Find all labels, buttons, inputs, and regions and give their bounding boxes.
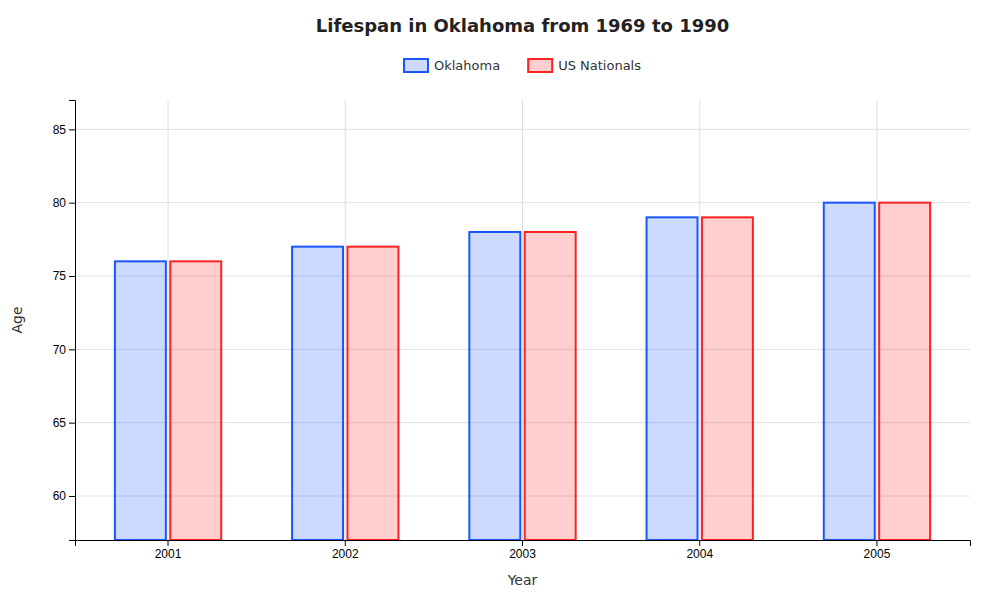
y-axis: 60 65 70 75 80 85 [53, 101, 76, 541]
bar [824, 203, 875, 540]
x-tick-mark [522, 540, 523, 546]
plot: 60 65 70 75 80 85 2001 2002 2003 2004 2005 [53, 100, 971, 561]
x-tick: 2003 [509, 540, 536, 561]
x-axis-line [76, 541, 971, 547]
y-tick: 60 [53, 489, 75, 503]
x-tick: 2005 [864, 540, 891, 561]
y-tick-mark [69, 496, 75, 497]
bar [115, 261, 166, 540]
grid [75, 100, 970, 540]
y-axis-line [69, 101, 76, 541]
bars [115, 203, 930, 540]
legend-label: US Nationals [558, 58, 641, 73]
bar [292, 247, 343, 540]
bar [647, 217, 698, 540]
y-tick-mark [69, 129, 75, 130]
y-tick: 70 [53, 343, 75, 357]
bar [702, 217, 753, 540]
bar [469, 232, 520, 540]
bar [347, 247, 398, 540]
chart: 60 65 70 75 80 85 2001 2002 2003 2004 2005 Year Age L… [0, 0, 1000, 600]
x-tick: 2001 [155, 540, 182, 561]
y-tick: 75 [53, 269, 75, 283]
series [115, 203, 875, 540]
series [170, 203, 930, 540]
y-tick-mark [69, 423, 75, 424]
legend-swatch [404, 59, 428, 72]
legend-swatch [528, 59, 552, 72]
x-grid-line [345, 100, 346, 540]
x-tick-label: 2002 [332, 547, 359, 561]
legend-item: Oklahoma [404, 58, 500, 73]
x-grid-line [168, 100, 169, 540]
y-tick-mark [69, 276, 75, 277]
y-tick-mark [69, 203, 75, 204]
x-axis: 2001 2002 2003 2004 2005 [76, 540, 971, 561]
y-tick-label: 65 [53, 416, 67, 430]
x-grid-line [876, 100, 877, 540]
x-tick-label: 2003 [509, 547, 536, 561]
x-tick-mark [876, 540, 877, 546]
y-tick-label: 60 [53, 489, 67, 503]
x-grid-line [699, 100, 700, 540]
y-tick: 85 [53, 123, 75, 137]
x-tick-label: 2001 [155, 547, 182, 561]
x-tick-mark [345, 540, 346, 546]
legend-item: US Nationals [528, 58, 641, 73]
y-tick-label: 80 [53, 196, 67, 210]
x-tick-mark [168, 540, 169, 546]
x-tick: 2002 [332, 540, 359, 561]
y-tick-label: 85 [53, 123, 67, 137]
y-axis-title: Age [9, 306, 25, 333]
bar [170, 261, 221, 540]
title: Lifespan in Oklahoma from 1969 to 1990 [316, 15, 730, 36]
bar [879, 203, 930, 540]
y-tick-label: 75 [53, 269, 67, 283]
y-tick-mark [69, 349, 75, 350]
x-grid-line [522, 100, 523, 540]
x-tick: 2004 [686, 540, 713, 561]
y-tick: 80 [53, 196, 75, 210]
x-tick-mark [699, 540, 700, 546]
legend-label: Oklahoma [434, 58, 500, 73]
bar [525, 232, 576, 540]
legend: Oklahoma US Nationals [404, 58, 641, 73]
x-tick-label: 2004 [686, 547, 713, 561]
y-tick: 65 [53, 416, 75, 430]
x-tick-label: 2005 [864, 547, 891, 561]
x-axis-title: Year [507, 572, 538, 588]
y-tick-label: 70 [53, 343, 67, 357]
